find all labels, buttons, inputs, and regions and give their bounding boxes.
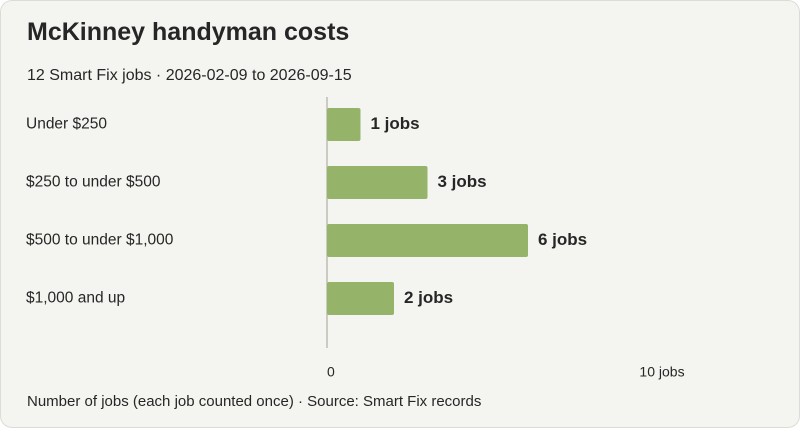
chart-title: McKinney handyman costs bbox=[27, 18, 350, 46]
bars bbox=[327, 108, 528, 315]
chart-subtitle: 12 Smart Fix jobs · 2026-02-09 to 2026-0… bbox=[27, 67, 352, 84]
x-tick-label: 10 jobs bbox=[639, 364, 684, 380]
category-labels: Under $250 $250 to under $500 $500 to unde… bbox=[26, 116, 174, 307]
chart-footer-note: Number of jobs (each job counted once) ·… bbox=[27, 393, 482, 410]
value-label: 3 jobs bbox=[438, 172, 487, 191]
bar bbox=[327, 224, 528, 257]
category-label: $1,000 and up bbox=[26, 290, 125, 307]
bar bbox=[327, 282, 394, 315]
value-labels: 1 jobs 3 jobs 6 jobs 2 jobs bbox=[371, 114, 588, 307]
category-label: $250 to under $500 bbox=[26, 174, 161, 191]
value-label: 2 jobs bbox=[404, 288, 453, 307]
value-label: 6 jobs bbox=[538, 230, 587, 249]
category-label: Under $250 bbox=[26, 116, 107, 133]
x-tick-labels: 0 10 jobs bbox=[327, 364, 685, 380]
bar bbox=[327, 108, 361, 141]
value-label: 1 jobs bbox=[371, 114, 420, 133]
bar bbox=[327, 166, 428, 199]
category-label: $500 to under $1,000 bbox=[26, 232, 174, 249]
x-tick-label: 0 bbox=[327, 364, 335, 380]
